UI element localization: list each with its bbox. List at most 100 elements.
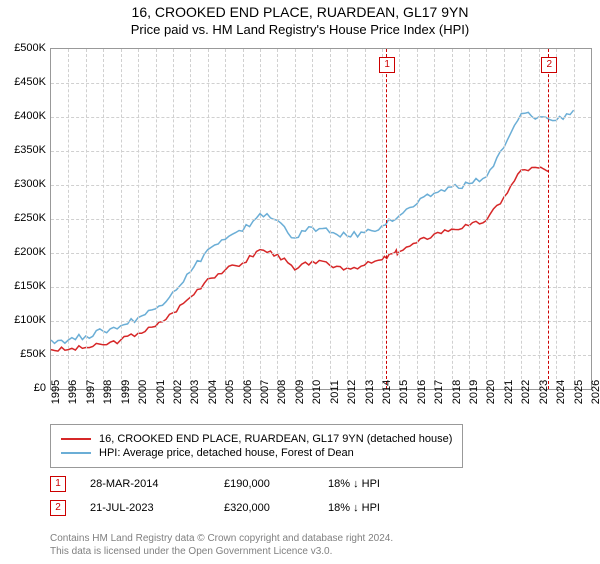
xtick-label: 2005 xyxy=(224,380,236,404)
marker-box-2: 2 xyxy=(541,57,557,73)
sale-diff-1: 18% ↓ HPI xyxy=(328,478,428,490)
series-line-property xyxy=(51,167,548,351)
sale-marker-2: 2 xyxy=(50,500,66,516)
gridline-h xyxy=(51,117,591,118)
xtick-label: 2002 xyxy=(172,380,184,404)
ytick-label: £350K xyxy=(14,144,46,156)
gridline-v xyxy=(260,49,261,389)
gridline-v xyxy=(277,49,278,389)
sale-price-2: £320,000 xyxy=(224,502,304,514)
sale-date-2: 21-JUL-2023 xyxy=(90,502,200,514)
xtick-label: 2023 xyxy=(538,380,550,404)
gridline-v xyxy=(312,49,313,389)
gridline-h xyxy=(51,185,591,186)
gridline-v xyxy=(486,49,487,389)
gridline-v xyxy=(347,49,348,389)
ytick-label: £50K xyxy=(20,348,46,360)
chart-container: 16, CROOKED END PLACE, RUARDEAN, GL17 9Y… xyxy=(0,4,600,564)
xtick-label: 2015 xyxy=(398,380,410,404)
gridline-v xyxy=(68,49,69,389)
legend-swatch-property xyxy=(61,438,91,440)
xtick-label: 1999 xyxy=(120,380,132,404)
gridline-h xyxy=(51,219,591,220)
xtick-label: 2025 xyxy=(573,380,585,404)
xtick-label: 2013 xyxy=(364,380,376,404)
legend-row-hpi: HPI: Average price, detached house, Fore… xyxy=(61,447,452,459)
xtick-label: 2006 xyxy=(242,380,254,404)
gridline-v xyxy=(243,49,244,389)
sale-diff-2: 18% ↓ HPI xyxy=(328,502,428,514)
xtick-label: 2012 xyxy=(346,380,358,404)
xtick-label: 2011 xyxy=(329,380,341,404)
marker-box-1: 1 xyxy=(379,57,395,73)
xtick-label: 2000 xyxy=(137,380,149,404)
gridline-v xyxy=(121,49,122,389)
gridline-v xyxy=(190,49,191,389)
legend: 16, CROOKED END PLACE, RUARDEAN, GL17 9Y… xyxy=(50,424,463,468)
gridline-v xyxy=(138,49,139,389)
gridline-v xyxy=(399,49,400,389)
gridline-v xyxy=(156,49,157,389)
legend-swatch-hpi xyxy=(61,452,91,454)
gridline-v xyxy=(521,49,522,389)
xtick-label: 2004 xyxy=(207,380,219,404)
xtick-label: 2022 xyxy=(520,380,532,404)
xtick-label: 2003 xyxy=(189,380,201,404)
footer-line1: Contains HM Land Registry data © Crown c… xyxy=(50,532,393,545)
gridline-v xyxy=(504,49,505,389)
marker-line-1 xyxy=(386,49,387,389)
ytick-label: £200K xyxy=(14,246,46,258)
marker-line-2 xyxy=(548,49,549,389)
gridline-v xyxy=(452,49,453,389)
legend-row-property: 16, CROOKED END PLACE, RUARDEAN, GL17 9Y… xyxy=(61,433,452,445)
xtick-label: 1997 xyxy=(85,380,97,404)
sale-row-2: 2 21-JUL-2023 £320,000 18% ↓ HPI xyxy=(50,500,428,516)
ytick-label: £500K xyxy=(14,42,46,54)
xtick-label: 1995 xyxy=(50,380,62,404)
xtick-label: 1998 xyxy=(102,380,114,404)
xtick-label: 2009 xyxy=(294,380,306,404)
xtick-label: 2018 xyxy=(451,380,463,404)
gridline-v xyxy=(539,49,540,389)
gridline-h xyxy=(51,151,591,152)
gridline-h xyxy=(51,355,591,356)
sale-row-1: 1 28-MAR-2014 £190,000 18% ↓ HPI xyxy=(50,476,428,492)
xtick-label: 2026 xyxy=(590,380,600,404)
chart-subtitle: Price paid vs. HM Land Registry's House … xyxy=(0,22,600,37)
chart-title: 16, CROOKED END PLACE, RUARDEAN, GL17 9Y… xyxy=(0,4,600,20)
gridline-v xyxy=(208,49,209,389)
footer: Contains HM Land Registry data © Crown c… xyxy=(50,532,393,558)
gridline-h xyxy=(51,287,591,288)
xtick-label: 2021 xyxy=(503,380,515,404)
legend-label-property: 16, CROOKED END PLACE, RUARDEAN, GL17 9Y… xyxy=(99,433,452,445)
gridline-v xyxy=(225,49,226,389)
ytick-label: £0 xyxy=(34,382,46,394)
gridline-v xyxy=(556,49,557,389)
xtick-label: 1996 xyxy=(67,380,79,404)
gridline-v xyxy=(295,49,296,389)
gridline-h xyxy=(51,321,591,322)
sale-price-1: £190,000 xyxy=(224,478,304,490)
gridline-v xyxy=(574,49,575,389)
ytick-label: £100K xyxy=(14,314,46,326)
gridline-v xyxy=(86,49,87,389)
xtick-label: 2007 xyxy=(259,380,271,404)
gridline-v xyxy=(417,49,418,389)
sale-marker-1: 1 xyxy=(50,476,66,492)
plot-area: 12 xyxy=(50,48,592,390)
gridline-v xyxy=(382,49,383,389)
xtick-label: 2001 xyxy=(155,380,167,404)
xtick-label: 2017 xyxy=(433,380,445,404)
ytick-label: £150K xyxy=(14,280,46,292)
xtick-label: 2016 xyxy=(416,380,428,404)
gridline-v xyxy=(103,49,104,389)
gridline-v xyxy=(173,49,174,389)
legend-label-hpi: HPI: Average price, detached house, Fore… xyxy=(99,447,354,459)
gridline-v xyxy=(434,49,435,389)
gridline-v xyxy=(330,49,331,389)
xtick-label: 2020 xyxy=(485,380,497,404)
ytick-label: £300K xyxy=(14,178,46,190)
ytick-label: £250K xyxy=(14,212,46,224)
xtick-label: 2010 xyxy=(311,380,323,404)
ytick-label: £400K xyxy=(14,110,46,122)
